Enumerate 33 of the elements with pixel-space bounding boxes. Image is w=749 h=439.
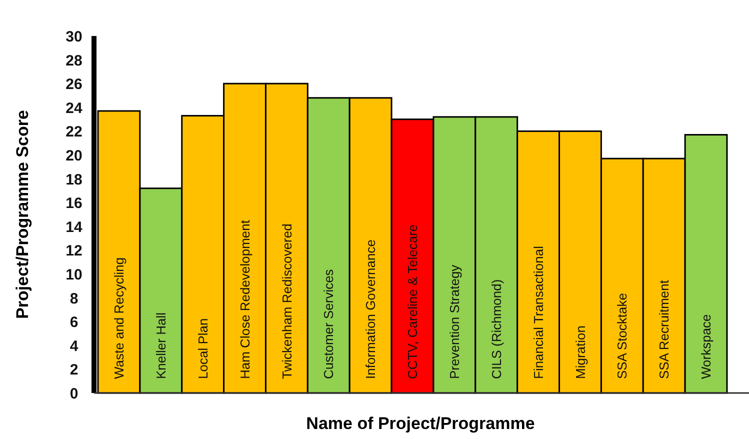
x-tick-label: SSA Stocktake [614,293,630,379]
y-tick-label: 8 [70,290,78,308]
y-tick-label: 14 [66,218,83,236]
y-tick-label: 12 [66,242,82,260]
x-tick-label: Ham Close Redevelopment [237,220,252,379]
y-tick-label: 28 [66,52,82,70]
x-tick-label: Waste and Recycling [112,257,127,379]
y-tick-label: 10 [66,266,82,284]
y-tick-label: 20 [66,148,82,164]
x-tick-label: Twickenham Rediscovered [279,224,294,379]
y-tick-label: 22 [66,124,82,141]
x-tick-label: Information Governance [363,240,378,379]
x-tick-label: Workspace [698,314,714,379]
x-axis-title: Name of Project/Programme [306,414,535,433]
y-tick-label: 0 [70,386,78,402]
y-axis-title: Project/Programme Score [13,110,32,319]
y-tick-label: 18 [66,171,82,188]
y-tick-label: 30 [66,28,82,46]
y-tick-label: 2 [70,362,78,379]
x-tick-label: Customer Services [321,268,336,379]
y-tick-label: 4 [70,338,79,355]
x-tick-label: Kneller Hall [153,312,168,379]
x-tick-label: CCTV, Careline & Telecare [405,224,420,379]
x-tick-label: Financial Transactional [530,246,546,379]
x-tick-label: SSA Recruitment [656,280,672,379]
y-tick-label: 26 [66,76,82,94]
x-tick-label: Migration [572,326,588,379]
y-tick-label: 24 [66,100,83,117]
y-tick-label: 16 [66,195,82,212]
x-tick-label: Prevention Strategy [446,264,462,379]
x-tick-label: CILS (Richmond) [488,279,504,379]
x-tick-label: Local Plan [195,318,210,379]
y-tick-label: 6 [70,314,78,332]
